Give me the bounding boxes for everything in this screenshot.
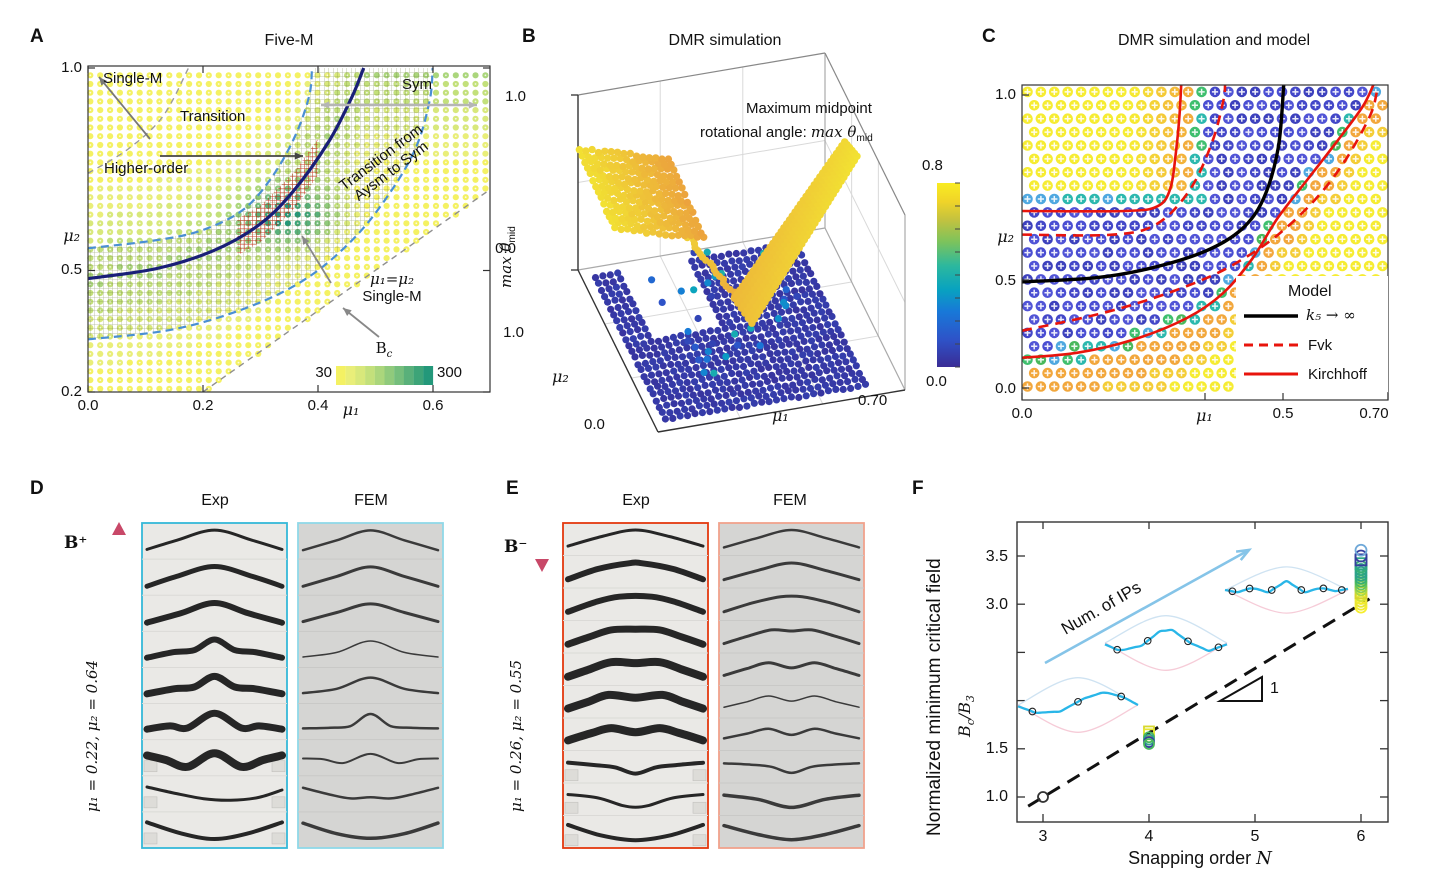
f-ytick-10: 1.0 bbox=[985, 788, 1008, 805]
a-region-sym: Sym bbox=[402, 76, 432, 93]
c-xtick-0: 0.0 bbox=[1011, 405, 1033, 422]
panel-b-letter: B bbox=[522, 26, 536, 47]
panel-f-plot bbox=[1016, 521, 1389, 823]
c-ytick-1: 1.0 bbox=[995, 86, 1016, 103]
a-xlabel: μ₁ bbox=[342, 400, 360, 419]
a-region-transition: Transition bbox=[180, 108, 246, 125]
f-xlabel: Snapping order N bbox=[1128, 848, 1272, 869]
c-legend-fvk: Fvk bbox=[1308, 337, 1333, 354]
f-xtick-6: 6 bbox=[1356, 828, 1366, 845]
a-diagonal-eq: μ₁=μ₂ bbox=[369, 270, 415, 288]
panel-b-title: DMR simulation bbox=[668, 32, 782, 49]
panel-a-plot bbox=[87, 65, 491, 393]
d-fem-header: FEM bbox=[354, 492, 388, 509]
b-xtick-max: 0.70 bbox=[858, 392, 888, 409]
a-xtick-1: 0.0 bbox=[77, 397, 99, 414]
panel-b-plot bbox=[571, 52, 960, 433]
f-ytick-15: 1.5 bbox=[985, 740, 1008, 757]
a-diagonal-single-m: Single-M bbox=[362, 288, 422, 305]
d-exp-header: Exp bbox=[201, 492, 229, 509]
panel-c-letter: C bbox=[982, 26, 996, 47]
c-ylabel: μ₂ bbox=[997, 227, 1014, 246]
f-xtick-4: 4 bbox=[1144, 828, 1154, 845]
b-annotation-line2: rotational angle: max θmid bbox=[700, 123, 873, 144]
c-xlabel: μ₁ bbox=[1196, 406, 1213, 425]
panel-a-title: Five-M bbox=[264, 32, 314, 49]
e-exp-header: Exp bbox=[622, 492, 650, 509]
a-colorbar-min: 30 bbox=[315, 364, 332, 381]
b-ytick-1: 1.0 bbox=[503, 324, 524, 341]
panel-f-letter: F bbox=[912, 478, 924, 499]
c-ytick-05: 0.5 bbox=[995, 272, 1016, 289]
c-legend-title: Model bbox=[1288, 283, 1332, 300]
a-ytick-1: 1.0 bbox=[61, 59, 82, 76]
d-mu-label: μ₁ = 0.22, μ₂ = 0.64 bbox=[83, 659, 101, 812]
a-xtick-3: 0.4 bbox=[307, 397, 329, 414]
panel-c-plot bbox=[1021, 84, 1389, 401]
a-ylabel: μ₂ bbox=[63, 226, 80, 245]
panel-c-title: DMR simulation and model bbox=[1117, 32, 1311, 49]
a-ytick-3: 0.2 bbox=[61, 383, 82, 400]
f-ytick-30: 3.0 bbox=[985, 596, 1008, 613]
e-mu-label: μ₁ = 0.26, μ₂ = 0.55 bbox=[507, 659, 525, 812]
a-region-single-m: Single-M bbox=[103, 70, 163, 87]
d-field-label: B⁺ bbox=[64, 533, 88, 553]
e-fem-header: FEM bbox=[773, 492, 807, 509]
a-region-higher-order: Higher-order bbox=[104, 160, 189, 177]
c-xtick-05: 0.5 bbox=[1272, 405, 1294, 422]
c-legend-k5: k₅ → ∞ bbox=[1306, 306, 1356, 324]
f-slope-label: 1 bbox=[1270, 680, 1279, 697]
f-ylabel-units: Bc/B3 bbox=[955, 695, 978, 737]
b-annotation-line1: Maximum midpoint bbox=[746, 100, 872, 117]
f-xtick-3: 3 bbox=[1038, 828, 1048, 845]
b-colorbar-min: 0.0 bbox=[926, 373, 947, 390]
a-xtick-2: 0.2 bbox=[192, 397, 214, 414]
panel-e-snapshots bbox=[535, 522, 865, 849]
e-field-label: B⁻ bbox=[504, 537, 528, 557]
panel-d-snapshots bbox=[112, 522, 444, 849]
f-xtick-5: 5 bbox=[1250, 828, 1260, 845]
b-ytick-0: 0.0 bbox=[584, 416, 605, 433]
panel-e-letter: E bbox=[506, 478, 519, 499]
c-legend-kirchhoff: Kirchhoff bbox=[1308, 366, 1367, 383]
b-ztick-0: 0.0 bbox=[495, 240, 516, 257]
b-ztick-1: 1.0 bbox=[505, 88, 526, 105]
panel-d-letter: D bbox=[30, 478, 44, 499]
c-ytick-0: 0.0 bbox=[995, 380, 1016, 397]
b-colorbar-max: 0.8 bbox=[922, 157, 943, 174]
a-ytick-2: 0.5 bbox=[61, 261, 82, 278]
b-ylabel: μ₂ bbox=[552, 367, 569, 386]
a-xtick-4: 0.6 bbox=[422, 397, 444, 414]
a-colorbar-max: 300 bbox=[437, 364, 463, 381]
f-ylabel: Normalized minimum critical field bbox=[924, 558, 945, 836]
panel-a-letter: A bbox=[30, 26, 44, 47]
c-xtick-07: 0.70 bbox=[1359, 405, 1389, 422]
a-colorbar-label: Bc bbox=[375, 339, 393, 360]
f-ytick-35: 3.5 bbox=[985, 548, 1008, 565]
b-xlabel: μ₁ bbox=[772, 406, 789, 425]
